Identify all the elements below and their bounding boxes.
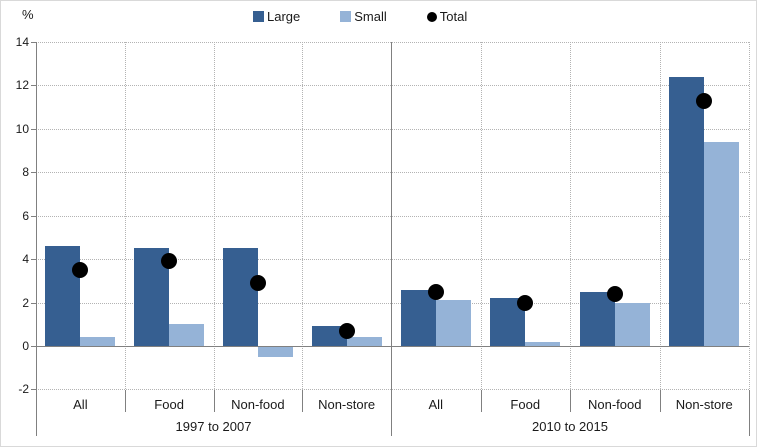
category-label-divider — [480, 390, 482, 412]
category-label: All — [73, 397, 88, 412]
y-axis-tick-label: 6 — [22, 208, 29, 223]
total-dot — [249, 275, 266, 292]
large-series-swatch-icon — [253, 11, 264, 22]
y-axis-tick-label: 4 — [22, 252, 29, 267]
gridline-horizontal — [36, 389, 749, 391]
legend: Large Small Total — [253, 9, 467, 24]
total-dot — [606, 285, 623, 302]
category-label-divider — [302, 390, 304, 412]
y-axis-tickmark — [31, 346, 36, 347]
y-axis-tick-label: -2 — [18, 382, 29, 397]
category-label: Non-store — [318, 397, 376, 412]
bar-large — [579, 291, 615, 346]
legend-item-large: Large — [253, 9, 300, 24]
y-axis-tickmark — [31, 42, 36, 43]
category-separator — [302, 42, 304, 389]
y-axis-tick-label: 8 — [22, 165, 29, 180]
bar-small — [169, 324, 205, 346]
category-separator — [124, 42, 126, 389]
category-label: Food — [510, 397, 541, 412]
total-dot — [517, 294, 534, 311]
bar-small — [704, 141, 740, 346]
gridline-horizontal — [36, 85, 749, 87]
bar-small — [525, 341, 561, 346]
category-separator — [213, 42, 215, 389]
bar-small — [80, 337, 116, 346]
y-axis-tickmark — [31, 215, 36, 217]
category-label: Food — [154, 397, 184, 412]
gridline-horizontal — [36, 128, 749, 130]
legend-label-total: Total — [439, 9, 468, 24]
bar-small — [257, 346, 293, 357]
y-axis-tickmark — [31, 128, 36, 130]
y-axis-tick-label: 10 — [15, 121, 29, 136]
y-axis-tick-label: 2 — [22, 295, 29, 310]
bar-large — [222, 248, 258, 346]
category-label: All — [428, 397, 443, 412]
plot-right-edge — [749, 42, 750, 389]
total-dot — [696, 92, 713, 109]
total-dot — [427, 283, 444, 300]
gridline-horizontal — [36, 259, 749, 261]
legend-item-small: Small — [340, 9, 387, 24]
group-divider-line — [391, 42, 392, 436]
y-axis-tickmark — [31, 85, 36, 87]
category-label-divider — [570, 390, 571, 412]
legend-label-small: Small — [354, 9, 387, 24]
gridline-horizontal — [36, 172, 749, 174]
y-axis-tickmark — [31, 302, 36, 304]
category-separator — [480, 42, 482, 389]
y-axis-tickmark — [31, 259, 36, 261]
category-label: Non-food — [588, 397, 642, 412]
y-axis-tickmark — [31, 389, 36, 391]
y-axis-unit-label: % — [22, 7, 34, 22]
y-axis-tick-label: 14 — [15, 35, 29, 49]
bar-small — [614, 302, 650, 346]
group-label: 1997 to 2007 — [175, 419, 252, 434]
y-axis-tick-label: 12 — [15, 78, 29, 93]
category-separator — [570, 42, 571, 389]
total-dot — [161, 253, 178, 270]
y-axis-tick-label: 0 — [22, 339, 29, 353]
y-axis-line — [36, 42, 37, 436]
x-axis-zero-line — [36, 346, 749, 347]
category-label-divider — [659, 390, 661, 412]
category-label: Non-store — [675, 397, 733, 412]
gridline-horizontal — [36, 302, 749, 304]
bar-large — [45, 246, 81, 346]
bar-small — [346, 337, 382, 346]
bar-large — [311, 326, 347, 346]
bar-small — [435, 300, 471, 346]
total-dot — [72, 262, 89, 278]
total-dot — [338, 322, 355, 339]
gridline-horizontal — [36, 215, 749, 217]
legend-item-total: Total — [426, 9, 468, 24]
total-series-swatch-icon — [426, 11, 437, 22]
right-edge-lower — [749, 390, 750, 436]
y-axis-tickmark — [31, 172, 36, 174]
category-label: Non-food — [231, 397, 285, 412]
group-label: 2010 to 2015 — [532, 419, 608, 434]
small-series-swatch-icon — [340, 11, 352, 22]
bar-large — [669, 76, 705, 346]
category-label-divider — [213, 390, 215, 412]
gridline-horizontal — [36, 42, 749, 43]
category-separator — [659, 42, 661, 389]
category-label-divider — [124, 390, 126, 412]
bar-large — [400, 289, 436, 346]
legend-label-large: Large — [267, 9, 301, 24]
